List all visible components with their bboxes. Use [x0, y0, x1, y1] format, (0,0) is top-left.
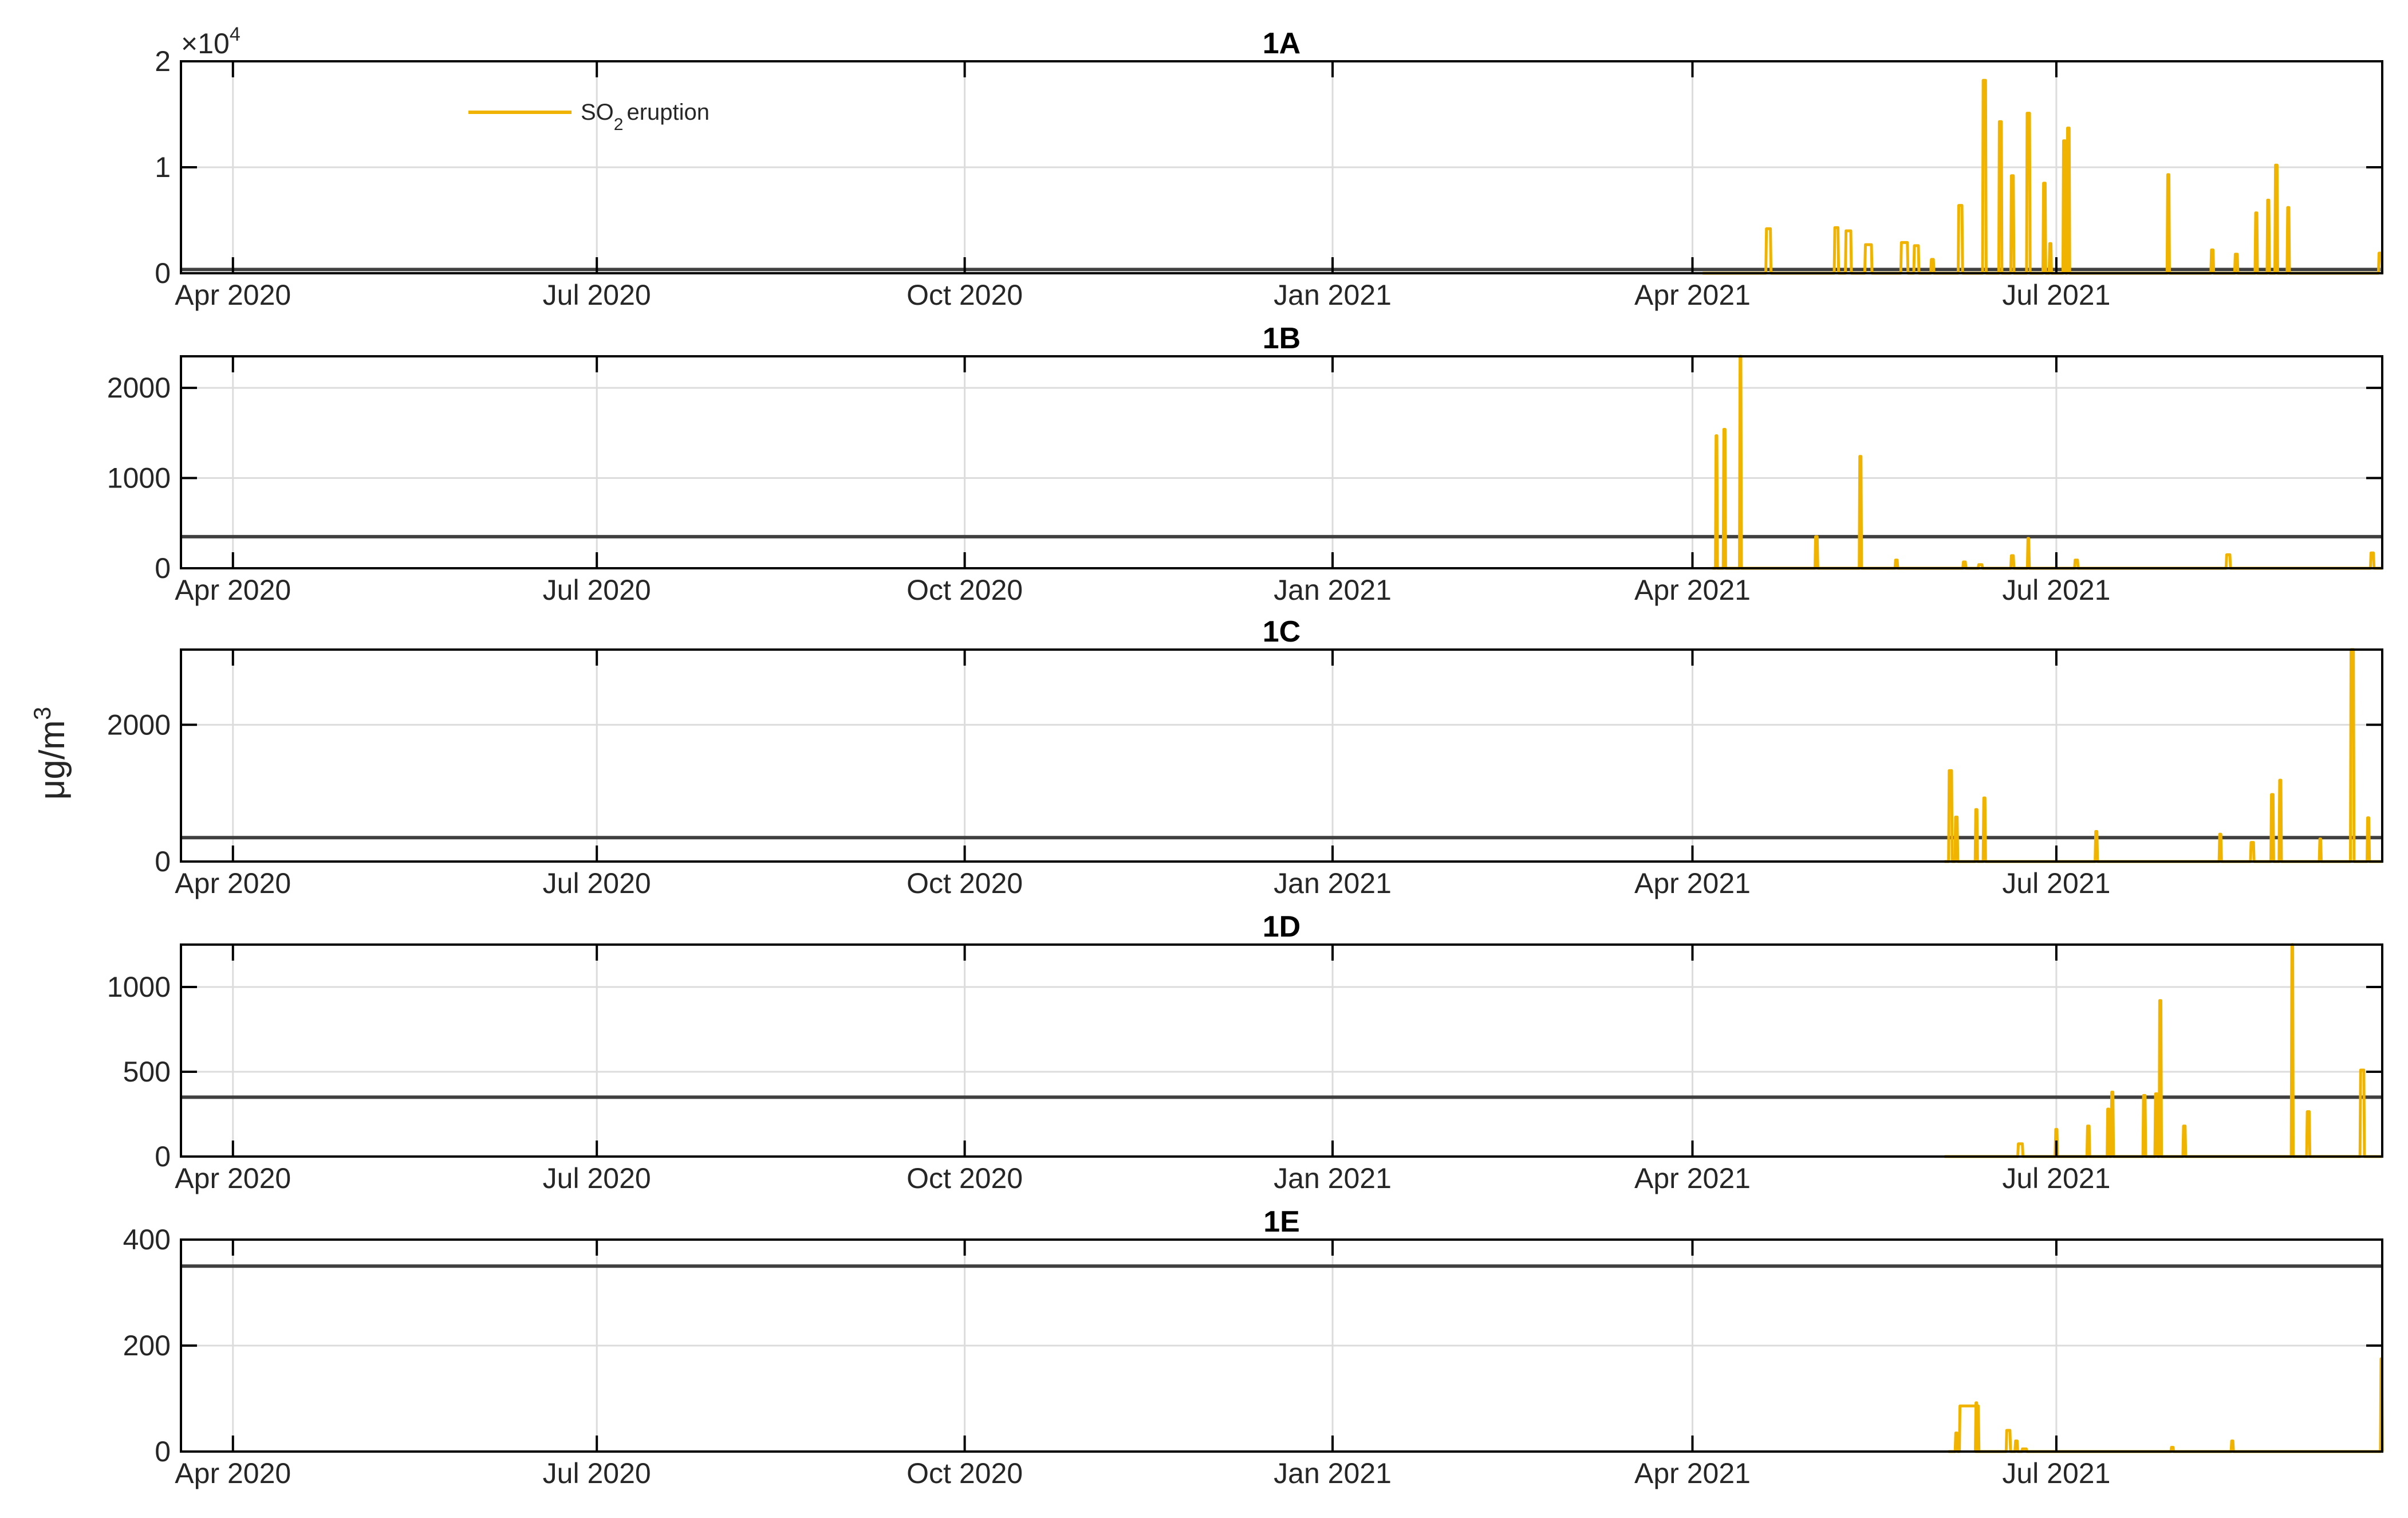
x-tick-label: Oct 2020	[907, 1457, 1023, 1489]
plot-area	[181, 650, 2382, 862]
x-tick-label: Jul 2020	[543, 1162, 651, 1194]
x-tick-label: Apr 2020	[175, 1162, 291, 1194]
axes-box	[180, 648, 2383, 863]
x-tick-label: Jan 2021	[1274, 1457, 1392, 1489]
x-tick-label: Jul 2021	[2002, 867, 2110, 899]
y-tick-label: 0	[155, 552, 171, 584]
x-tick-label: Apr 2020	[175, 279, 291, 311]
panel-1c: Apr 2020 Jul 2020 Oct 2020 Jan 2021 Apr 2021…	[107, 615, 2383, 899]
y-tick-label: 1000	[107, 462, 171, 494]
y-tick-label: 2000	[107, 372, 171, 404]
x-tick-label: Jan 2021	[1274, 1162, 1392, 1194]
x-tick-label: Oct 2020	[907, 279, 1023, 311]
axes-box	[180, 943, 2383, 1158]
x-tick-label: Apr 2021	[1634, 279, 1751, 311]
x-tick-label: Jul 2020	[543, 574, 651, 606]
x-tick-label: Apr 2020	[175, 867, 291, 899]
legend-label-so: SO	[581, 100, 614, 125]
panel-title: 1B	[1263, 322, 1300, 355]
x-tick-label: Jan 2021	[1274, 279, 1392, 311]
x-tick-label: Jul 2021	[2002, 1162, 2110, 1194]
axis-exponent-label: ×104	[181, 23, 241, 60]
y-tick-label: 0	[155, 1436, 171, 1468]
x-tick-label: Jan 2021	[1274, 574, 1392, 606]
y-tick-label: 400	[123, 1224, 171, 1256]
legend: SO2 eruption	[468, 100, 710, 134]
plot-area	[181, 945, 2382, 1157]
y-tick-label: 1	[155, 151, 171, 183]
panel-title: 1D	[1263, 910, 1300, 943]
x-tick-label: Jan 2021	[1274, 867, 1392, 899]
panel-title: 1E	[1263, 1205, 1300, 1238]
x-tick-label: Jul 2020	[543, 1457, 651, 1489]
exponent-prefix: ×10	[181, 27, 230, 60]
y-tick-label: 2	[155, 45, 171, 77]
x-tick-label: Jul 2021	[2002, 574, 2110, 606]
panel-title: 1C	[1263, 615, 1300, 648]
x-tick-label: Apr 2020	[175, 574, 291, 606]
y-tick-label: 1000	[107, 971, 171, 1003]
x-tick-label: Apr 2020	[175, 1457, 291, 1489]
x-tick-label: Jul 2020	[543, 279, 651, 311]
y-tick-label: 200	[123, 1330, 171, 1362]
y-tick-label: 2000	[107, 709, 171, 741]
panel-1a: Apr 2020 Jul 2020 Oct 2020 Jan 2021 Apr 2021…	[155, 23, 2384, 311]
x-tick-label: Apr 2021	[1634, 1457, 1751, 1489]
x-tick-label: Apr 2021	[1634, 1162, 1751, 1194]
panel-1e: Apr 2020 Jul 2020 Oct 2020 Jan 2021 Apr 2021…	[123, 1205, 2384, 1489]
x-tick-label: Jul 2021	[2002, 279, 2110, 311]
x-tick-label: Oct 2020	[907, 574, 1023, 606]
x-tick-label: Apr 2021	[1634, 867, 1751, 899]
legend-label: SO2 eruption	[581, 100, 710, 134]
y-tick-label: 0	[155, 1141, 171, 1173]
exponent-value: 4	[230, 23, 241, 45]
x-tick-label: Jul 2021	[2002, 1457, 2110, 1489]
legend-label-rest: eruption	[626, 100, 710, 125]
x-tick-label: Jul 2020	[543, 867, 651, 899]
x-tick-label: Apr 2021	[1634, 574, 1751, 606]
panel-1d: Apr 2020 Jul 2020 Oct 2020 Jan 2021 Apr 2021…	[107, 910, 2383, 1194]
x-tick-label: Oct 2020	[907, 1162, 1023, 1194]
panel-1b: Apr 2020 Jul 2020 Oct 2020 Jan 2021 Apr 2021…	[107, 322, 2383, 606]
axes-box	[180, 355, 2383, 569]
x-tick-label: Oct 2020	[907, 867, 1023, 899]
legend-label-subscript: 2	[614, 115, 624, 134]
so2-eruption-series-line	[1948, 1357, 2384, 1453]
panel-title: 1A	[1263, 27, 1300, 60]
y-tick-label: 500	[123, 1056, 171, 1088]
y-axis-label: μg/m3	[29, 707, 72, 800]
y-tick-label: 0	[155, 845, 171, 878]
plot-area	[181, 356, 2382, 568]
y-tick-label: 0	[155, 257, 171, 289]
